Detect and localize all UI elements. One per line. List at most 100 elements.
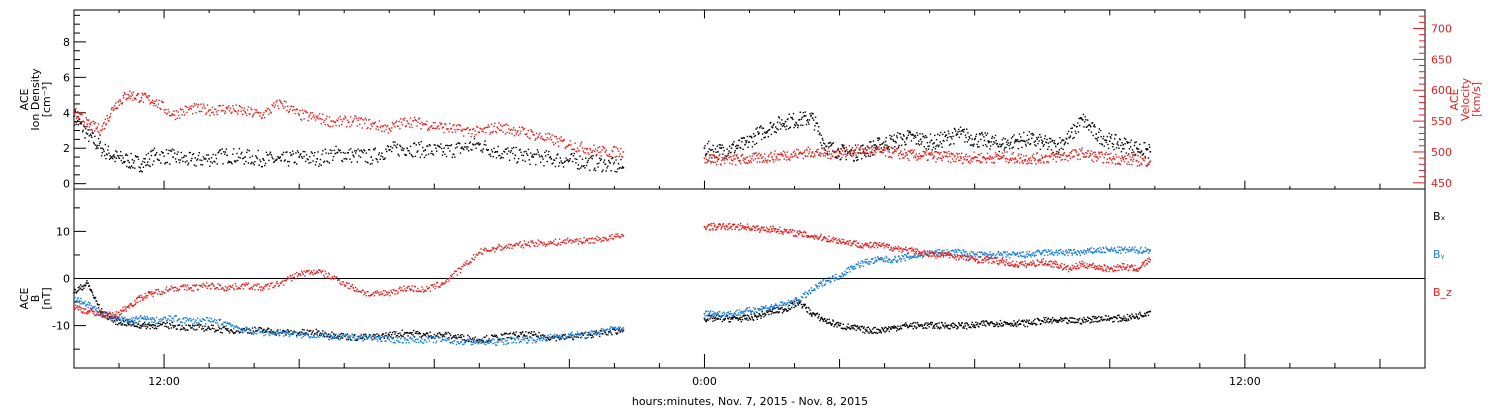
density-point-sample [746,135,749,138]
density-point-sample [890,138,892,140]
density-point-sample [453,153,455,156]
velocity-point-sample [903,148,906,151]
velocity-point-sample [985,159,987,161]
density-point-sample [805,115,807,117]
density-point-sample [886,148,889,150]
density-point-sample [856,156,859,158]
density-point-sample [822,142,825,144]
velocity-point-sample [571,148,574,150]
b-component-point-sample [540,335,542,338]
density-point-sample [708,148,711,150]
density-point-point [478,143,481,146]
velocity-point-sample [1128,163,1131,166]
b-component-point-sample [223,326,226,328]
velocity-point-sample [826,150,828,153]
b-component-point-point [532,338,535,341]
density-point-sample [206,160,209,162]
velocity-point-sample [736,154,738,156]
b-component-point-sample [811,315,813,317]
b-component-point-sample [274,331,277,333]
velocity-point-sample [108,116,111,119]
b-component-point-sample [389,331,391,334]
density-point-sample [115,150,117,152]
density-point-sample [546,160,548,163]
density-point-sample [605,170,607,172]
b-component-point-sample [1023,319,1026,322]
density-point-sample [816,122,819,124]
b-component-point-point [960,324,962,327]
density-point-sample [343,158,345,160]
density-point-sample [518,149,521,151]
density-point-sample [733,151,736,154]
b-component-point-sample [253,331,255,333]
velocity-point-sample [1035,152,1038,155]
b-component-point-sample [93,296,95,299]
b-component-point-sample [752,318,754,321]
velocity-point-sample [1026,163,1028,165]
b-component-point-sample [749,317,751,320]
b-component-point-sample [913,321,915,324]
velocity-point-sample [235,104,237,106]
b-component-point-sample [155,316,158,319]
velocity-point-sample [892,147,894,149]
b-component-point-sample [471,341,473,344]
b-component-point-sample [395,331,397,333]
velocity-point-sample [1063,153,1065,155]
b-component-point-sample [481,342,483,344]
velocity-point-sample [473,135,476,138]
density-point-point [113,156,116,158]
b-component-point-sample [451,341,453,343]
velocity-point-sample [583,152,585,154]
density-point-sample [601,170,603,173]
density-point-sample [948,132,950,135]
b-component-point-sample [474,342,476,345]
b-component-point-sample [510,338,512,340]
b-component-point-sample [246,326,248,329]
density-point-sample [840,158,842,160]
velocity-point-sample [841,150,844,152]
velocity-point-sample [174,118,177,121]
density-point-point [154,154,156,157]
velocity-point-sample [342,118,345,120]
b-component-point-sample [403,337,405,339]
density-point-sample [981,134,984,136]
b-component-point-sample [557,336,559,339]
density-point-sample [443,147,445,149]
density-point-sample [310,151,313,153]
density-point-sample [102,149,105,151]
velocity-point-sample [1087,149,1089,152]
density-point-sample [720,147,723,149]
density-point-sample [549,156,551,159]
velocity-point-sample [127,97,130,99]
b-component-point-sample [1118,314,1120,316]
density-point-sample [603,159,606,161]
velocity-point-sample [1107,161,1110,164]
velocity-point-sample [940,151,942,154]
velocity-point-sample [957,156,959,158]
velocity-point-sample [96,127,98,130]
b-component-point-sample [429,336,431,338]
b-component-point-sample [789,308,792,310]
density-point-sample [711,157,713,159]
density-point-sample [91,136,93,139]
b-component-point-sample [242,327,245,330]
velocity-point-sample [887,150,889,152]
b-component-point-sample [117,317,119,320]
density-point-sample [1051,139,1054,142]
b-component-point-sample [1040,322,1042,325]
b-component-point-sample [1135,313,1137,315]
velocity-point-sample [958,159,960,162]
b-component-point-sample [548,336,550,338]
b-component-point-sample [291,331,294,333]
density-point-point [717,150,719,153]
velocity-point-sample [1101,153,1104,156]
b-component-point-sample [330,337,332,340]
velocity-point-sample [938,152,940,154]
density-point-sample [884,144,886,146]
density-point-sample [210,157,213,159]
density-point-sample [798,118,801,121]
density-point-sample [1037,142,1039,145]
b-component-point-sample [94,308,97,310]
density-point-sample [591,157,593,160]
b-component-point-sample [278,335,281,337]
